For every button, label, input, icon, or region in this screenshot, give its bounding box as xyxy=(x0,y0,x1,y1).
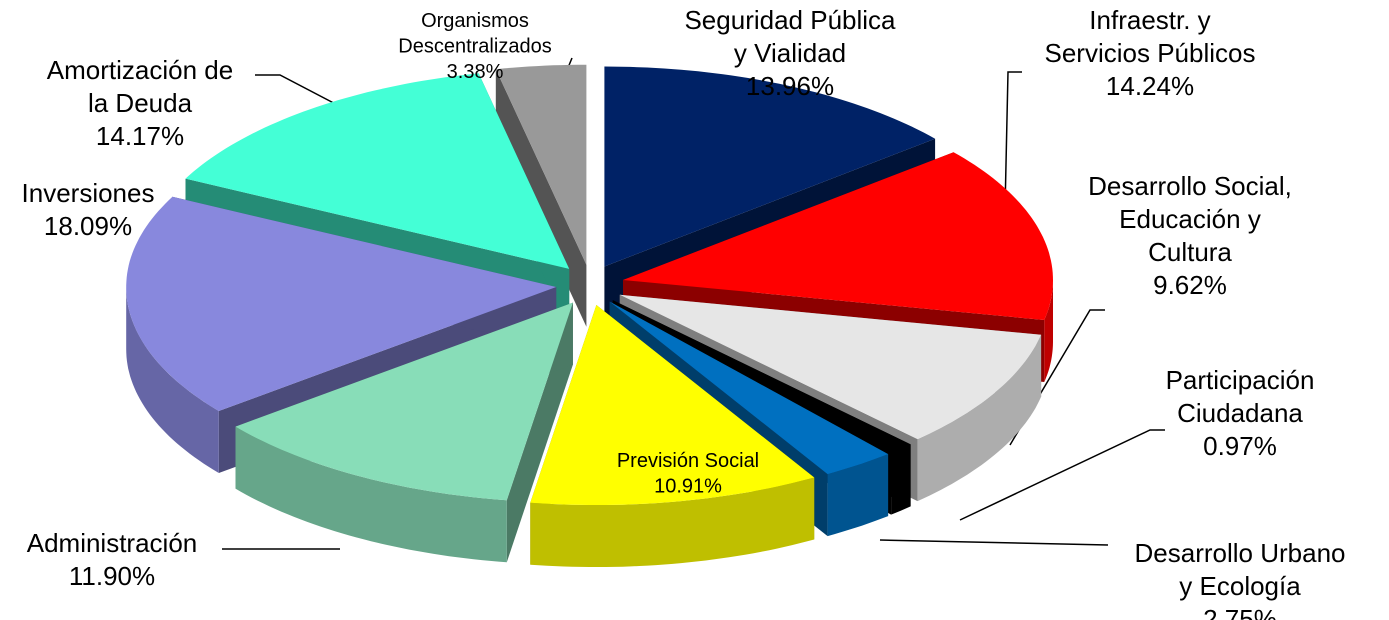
slice-top xyxy=(619,294,1042,440)
slice-wall xyxy=(891,444,911,515)
slice-wall xyxy=(827,454,889,537)
slice-label: Inversiones xyxy=(22,178,155,208)
slice-wall xyxy=(917,334,1042,502)
value-label: 0.97% xyxy=(1203,431,1277,461)
value-label: 14.24% xyxy=(1106,71,1194,101)
slice xyxy=(235,302,573,563)
leader-line xyxy=(1004,71,1022,211)
slice-label: Infraestr. y Servicios Públicos xyxy=(1045,5,1256,68)
slice-label: Desarrollo Social, Educación y Cultura xyxy=(1088,171,1292,267)
leader-line xyxy=(879,539,1109,546)
value-label: 13.96% xyxy=(746,71,834,101)
slice-top xyxy=(604,66,936,267)
slice-top xyxy=(235,302,573,501)
slice-label: Previsión Social xyxy=(617,450,759,472)
slice-top xyxy=(495,64,587,265)
slice-label: Desarrollo Urbano y Ecología xyxy=(1135,538,1346,601)
value-label: 10.91% xyxy=(654,476,722,498)
pie xyxy=(126,64,1053,567)
slice-top xyxy=(185,73,570,269)
slice-wall xyxy=(126,287,219,473)
slice-label: Administración xyxy=(27,528,198,558)
slice-label: Amortización de la Deuda xyxy=(47,55,233,118)
value-label: 11.90% xyxy=(69,561,155,591)
leader-line xyxy=(959,429,1165,521)
slice xyxy=(530,305,815,567)
slice-top xyxy=(612,300,911,453)
value-label: 14.17% xyxy=(96,121,184,151)
slice-top xyxy=(623,152,1053,320)
slice-wall xyxy=(1044,280,1053,382)
slice-label: Participación Ciudadana xyxy=(1166,365,1315,428)
slice-label: Organismos Descentralizados xyxy=(398,10,551,57)
slice-wall xyxy=(530,477,815,567)
slice-top xyxy=(609,301,889,475)
slice-wall xyxy=(235,426,507,563)
slice-label: Seguridad Pública y Vialidad xyxy=(684,5,896,68)
slice-top xyxy=(530,305,815,505)
value-label: 2.75% xyxy=(1203,604,1277,620)
value-label: 3.38% xyxy=(447,61,504,83)
value-label: 18.09% xyxy=(44,211,132,241)
value-label: 9.62% xyxy=(1153,270,1227,300)
slice-top xyxy=(126,196,557,411)
